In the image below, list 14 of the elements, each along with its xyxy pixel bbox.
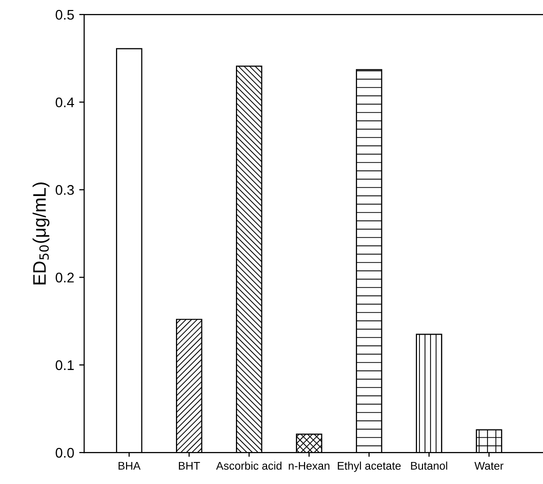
x-tick-label: n-Hexan	[288, 462, 330, 470]
x-tick-label: BHT	[178, 462, 200, 470]
y-tick-label: 0.0	[56, 448, 74, 458]
x-tick-label: Water	[474, 462, 504, 470]
y-tick-label: 0.5	[56, 10, 74, 20]
y-tick-label: 0.1	[56, 360, 74, 370]
x-tick-label: Ethyl acetate	[338, 462, 401, 472]
y-axis-title: ED$_{50}$(μg/mL)	[32, 182, 50, 284]
y-tick-label: 0.2	[56, 272, 74, 282]
x-tick-label: Butanol	[411, 462, 448, 470]
y-tick-label: 0.3	[56, 185, 74, 195]
y-tick-label: 0.4	[56, 97, 74, 108]
x-tick-label: Ascorbic acid	[216, 462, 282, 470]
x-tick-label: BHA	[118, 462, 141, 470]
